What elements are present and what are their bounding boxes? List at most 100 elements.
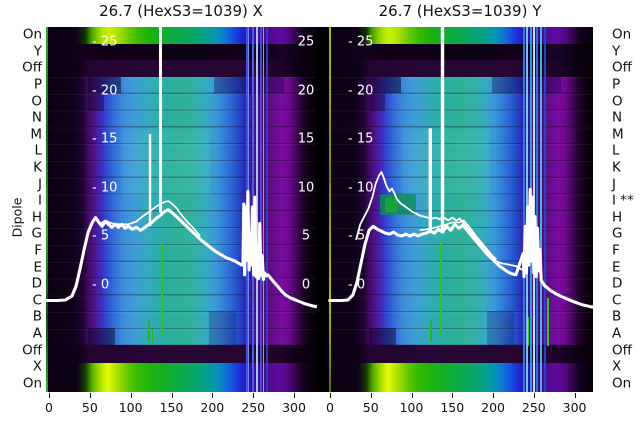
dipole-label-left-k8: K xyxy=(33,159,42,176)
dipole-label-right-m6: M xyxy=(612,126,624,143)
dipole-label-left-g12: G xyxy=(31,225,42,242)
heatmap-step-shade xyxy=(88,328,116,345)
heatmap-panel-y: - 25 - 20 - 15 - 10 - 5 - 0 xyxy=(328,27,593,392)
traces-panel-y xyxy=(328,27,593,309)
y-tick-label-internal: - 0 xyxy=(348,277,366,292)
green-spike-line xyxy=(151,329,154,343)
dipole-label-right-h11: H xyxy=(612,209,623,226)
green-spike-line xyxy=(440,243,443,335)
dipole-label-right-n5: N xyxy=(612,109,623,126)
heatmap-row-band xyxy=(46,76,317,345)
dipole-label-right-on0: On xyxy=(612,26,632,43)
x-tick-label: 300 xyxy=(562,400,587,415)
panel-gap xyxy=(316,27,328,392)
y-tick-label-gap: 15 xyxy=(297,131,315,147)
profile-trace xyxy=(98,200,201,237)
heatmap-step-shade xyxy=(369,93,385,111)
x-tick-label: 50 xyxy=(362,400,379,415)
dipole-label-left-p3: P xyxy=(33,76,42,93)
vertical-stripe xyxy=(259,27,262,392)
vertical-stripe xyxy=(523,27,526,392)
vertical-stripe xyxy=(536,27,539,392)
x-tick-label: 150 xyxy=(440,400,465,415)
heatmap-row-band xyxy=(46,363,317,392)
heatmap-row-band xyxy=(328,363,593,392)
vertical-stripe xyxy=(540,27,542,392)
dipole-label-left-m6: M xyxy=(30,126,42,143)
dipole-label-left-l7: L xyxy=(34,142,42,159)
vertical-stripe xyxy=(544,27,546,392)
dipole-label-left-n5: N xyxy=(31,109,42,126)
profile-trace xyxy=(328,187,593,309)
vertical-stripe xyxy=(266,27,268,392)
dipole-label-left-d15: D xyxy=(31,275,42,292)
green-spike-line xyxy=(430,321,432,342)
dipole-label-right-f13: F xyxy=(612,242,620,259)
x-tick-mark xyxy=(49,393,50,398)
vertical-stripe xyxy=(256,27,258,392)
x-tick-mark xyxy=(411,393,413,398)
heatmap-step-shade xyxy=(369,77,401,93)
dipole-label-left-on21: On xyxy=(22,374,42,391)
x-tick-mark xyxy=(253,393,255,398)
x-tick-mark xyxy=(370,393,372,398)
green-spike-line xyxy=(148,321,150,342)
dipole-label-right-c16: C xyxy=(612,291,622,308)
profile-trace xyxy=(46,189,317,309)
x-tick-label: 0 xyxy=(45,400,53,415)
green-spike-line xyxy=(527,317,529,346)
dipole-label-left-i10: I xyxy=(38,192,42,209)
y-tick-label-internal: - 20 xyxy=(92,83,118,98)
heatmap-step-shade xyxy=(369,328,396,345)
dipole-label-right-d15: D xyxy=(612,275,623,292)
dipole-label-left-off2: Off xyxy=(22,59,42,76)
x-tick-label: 0 xyxy=(326,400,334,415)
dipole-label-right-y1: Y xyxy=(612,43,621,60)
y-tick-label-gap: 5 xyxy=(301,228,311,244)
dipole-label-right-x20: X xyxy=(612,358,622,375)
y-tick-label-internal: - 15 xyxy=(92,131,118,147)
dipole-label-right-off19: Off xyxy=(612,341,632,358)
heatmap-step-shade xyxy=(88,77,121,93)
x-tick-mark xyxy=(330,393,331,398)
dipole-label-left-h11: H xyxy=(31,209,42,226)
dipole-label-left-on0: On xyxy=(22,26,42,43)
y-tick-label-gap: 20 xyxy=(297,83,315,98)
vertical-stripe xyxy=(262,27,265,392)
y-tick-label-gap: 25 xyxy=(297,34,315,50)
dipole-label-right-j9: J xyxy=(612,175,616,192)
dipole-label-left-o4: O xyxy=(31,92,42,109)
traces-panel-x xyxy=(46,27,317,309)
heatmap-step-shade xyxy=(487,311,514,345)
dipole-label-left-b17: B xyxy=(32,308,42,325)
y-tick-label-internal: - 5 xyxy=(348,228,366,244)
heatmap-green-blob xyxy=(384,198,399,212)
x-tick-mark xyxy=(212,393,214,398)
profile-trace xyxy=(419,219,497,260)
x-tick-label: 200 xyxy=(481,400,505,415)
x-tick-mark xyxy=(130,393,132,398)
dipole-label-right-l7: L xyxy=(612,142,620,159)
y-tick-label-internal: - 5 xyxy=(92,228,110,244)
dipole-label-left-off19: Off xyxy=(22,341,42,358)
panel-x-title: 26.7 (HexS3=1039) X xyxy=(99,2,263,20)
dipole-label-right-g12: G xyxy=(612,225,623,242)
heatmap-step-shade xyxy=(121,130,212,196)
dipole-label-right-p3: P xyxy=(612,76,621,93)
dipole-label-right-a18: A xyxy=(612,325,622,342)
green-spike-line xyxy=(160,243,163,335)
dipole-label-right-b17: B xyxy=(612,308,622,325)
x-tick-mark xyxy=(533,393,535,398)
y-tick-label-gap: 10 xyxy=(297,180,315,195)
panel-y-title: 26.7 (HexS3=1039) Y xyxy=(378,2,542,20)
dipole-label-right-e14: E xyxy=(612,258,621,275)
y-tick-label-internal: - 15 xyxy=(348,131,374,147)
y-tick-label-internal: - 20 xyxy=(348,83,374,98)
row-banding xyxy=(46,76,317,345)
y-tick-label-internal: - 10 xyxy=(348,180,374,195)
dipole-label-right-o4: O xyxy=(612,92,623,109)
green-spike-line xyxy=(547,298,549,346)
x-tick-label: 100 xyxy=(118,400,143,415)
x-tick-label: 300 xyxy=(282,400,306,415)
